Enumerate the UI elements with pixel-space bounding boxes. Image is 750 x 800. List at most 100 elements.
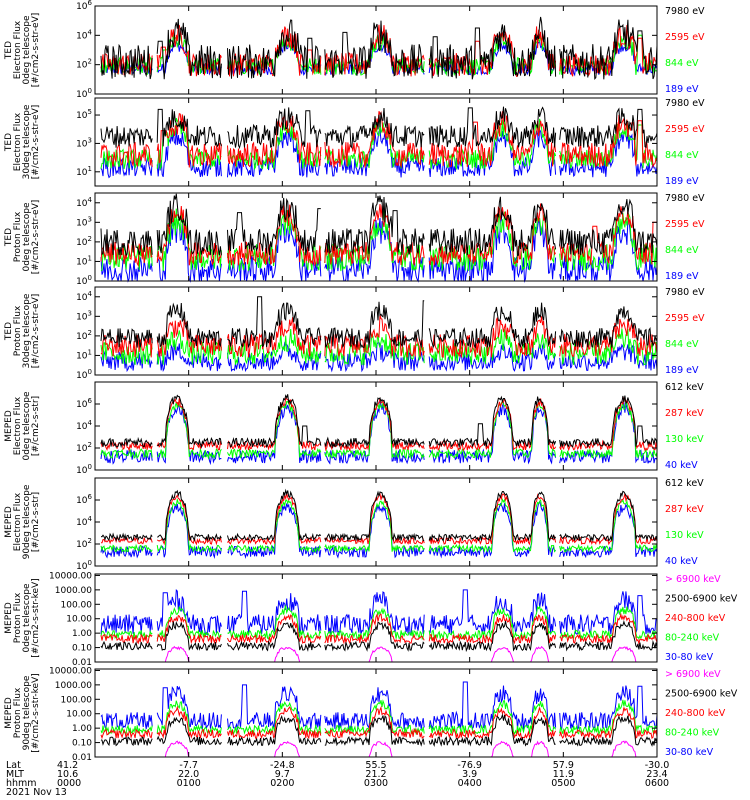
y-tick-exponent: 4 xyxy=(88,419,93,427)
panel-7: 0.01 0.10 1.00 10.00 100.00 1000.00 10000.00 ME… xyxy=(4,571,738,668)
y-tick-label: 102 xyxy=(76,58,92,71)
x-tick-label: 0600 xyxy=(645,778,669,789)
legend-entry: 7980 eV xyxy=(665,193,705,204)
legend-entry: 189 eV xyxy=(665,365,699,376)
y-axis-label-line: MEPED xyxy=(4,697,14,729)
y-axis-label: MEPED Proton Flux 0deg telescope [#/cm2-s-s… xyxy=(4,578,41,657)
y-axis-label-line: MEPED xyxy=(4,602,14,634)
legend-entry: 189 eV xyxy=(665,176,699,187)
series-line-30-80-kev xyxy=(100,681,658,732)
x-axis-row-label: hhmm xyxy=(6,778,37,789)
x-tick-label: 0300 xyxy=(364,778,388,789)
y-tick-exponent: 2 xyxy=(88,441,92,449)
y-axis-label-line: 0deg telescope xyxy=(22,15,32,85)
y-tick-exponent: 0 xyxy=(88,463,92,471)
y-tick-label: 102 xyxy=(76,329,92,342)
x-tick-label: -30.0 xyxy=(645,760,670,771)
y-axis-label-line: 30deg telescope xyxy=(22,104,32,179)
legend-entry: 40 keV xyxy=(665,556,698,567)
series-line-7980-ev xyxy=(100,296,658,350)
legend-entry: 2500-6900 keV xyxy=(665,689,738,700)
y-axis-label-line: 0deg telescope xyxy=(22,202,32,272)
series-line-7980-ev xyxy=(100,106,658,150)
legend-entry: 30-80 keV xyxy=(665,652,714,663)
y-tick-exponent: 4 xyxy=(88,196,93,204)
panel-2: 101 103 105 TED Electron Flux 30deg telescope… xyxy=(4,97,705,187)
y-tick-label: 104 xyxy=(76,290,92,303)
y-tick-label: 1.00 xyxy=(72,724,92,734)
y-tick-label: 1000.00 xyxy=(55,681,92,691)
x-tick-label: 9.7 xyxy=(275,769,290,780)
y-tick-exponent: 6 xyxy=(88,397,93,405)
legend-entry: 2595 eV xyxy=(665,219,705,230)
series-line-2500-6900-kev xyxy=(100,713,658,747)
y-tick-exponent: 0 xyxy=(88,559,92,567)
series-line--6900-kev xyxy=(101,645,657,663)
y-tick-label: 1000.00 xyxy=(55,586,92,596)
y-tick-label: 10.00 xyxy=(66,710,92,720)
legend-entry: 80-240 keV xyxy=(665,728,720,739)
y-tick-exponent: 4 xyxy=(88,28,93,36)
legend-entry: 287 keV xyxy=(665,408,704,419)
panel-5: 100 102 104 106 MEPED Electron Flux 0deg teles… xyxy=(4,381,704,476)
y-tick-label: 100 xyxy=(76,274,92,287)
y-axis-label-line: Electron Flux xyxy=(13,112,23,171)
y-tick-exponent: 4 xyxy=(88,515,93,523)
x-axis-footer: Lat 41.2 -7.7 -24.8 55.5 -76.9 57.9 -30.0 MLT 10.… xyxy=(6,760,669,798)
x-tick-label: -7.7 xyxy=(179,760,198,771)
y-tick-label: 101 xyxy=(76,348,92,361)
y-tick-label: 102 xyxy=(76,441,92,454)
y-tick-label: 0.10 xyxy=(72,739,92,749)
y-axis-label-line: [#/cm2-s-str-eV] xyxy=(31,294,41,369)
y-tick-exponent: 3 xyxy=(88,215,92,223)
series-line-2500-6900-kev xyxy=(100,620,658,653)
y-tick-exponent: 6 xyxy=(88,0,93,7)
series-line-130-kev xyxy=(100,497,658,554)
x-tick-label: -76.9 xyxy=(457,760,482,771)
y-tick-exponent: 2 xyxy=(88,58,92,66)
legend-entry: 80-240 keV xyxy=(665,633,720,644)
y-axis-label: MEPED Electron Flux 90deg telescope [#/cm2-… xyxy=(4,484,41,559)
series-line-2595-ev xyxy=(100,111,658,169)
legend-entry: 844 eV xyxy=(665,339,699,350)
series-line--6900-kev xyxy=(101,740,657,758)
y-tick-exponent: 6 xyxy=(88,493,93,501)
legend-entry: 844 eV xyxy=(665,58,699,69)
y-tick-label: 102 xyxy=(76,537,92,550)
y-tick-exponent: 5 xyxy=(88,108,92,116)
y-axis-label-line: Electron Flux xyxy=(13,396,23,455)
y-axis-label-line: [#/cm2-s-str-keV] xyxy=(31,578,41,657)
y-tick-label: 101 xyxy=(76,254,92,267)
plot-frame xyxy=(94,477,658,567)
x-tick-label: 57.9 xyxy=(553,760,574,771)
y-axis-label-line: 30deg telescope xyxy=(22,293,32,368)
x-tick-label: 0100 xyxy=(177,778,201,789)
series-line-80-240-kev xyxy=(100,699,658,736)
x-tick-label: 41.2 xyxy=(57,760,78,771)
y-axis-label: TED Proton Flux 30deg telescope [#/cm2-s-st… xyxy=(4,293,41,368)
y-axis-label-line: Electron Flux xyxy=(13,20,23,79)
panel-6: 100 102 104 106 MEPED Electron Flux 90deg tele… xyxy=(4,477,704,572)
legend-entry: > 6900 keV xyxy=(665,669,721,680)
x-tick-label: 0400 xyxy=(458,778,482,789)
x-axis-row-label: Lat xyxy=(6,760,21,771)
y-axis-label-line: MEPED xyxy=(4,506,14,538)
y-tick-label: 103 xyxy=(76,309,92,322)
series-line-612-kev xyxy=(100,394,658,449)
y-tick-exponent: 1 xyxy=(88,348,92,356)
legend-entry: 2595 eV xyxy=(665,124,705,135)
y-axis-label-line: 0deg telescope xyxy=(22,391,32,461)
y-tick-exponent: 2 xyxy=(88,537,92,545)
x-tick-label: 22.0 xyxy=(178,769,199,780)
y-axis-label-line: TED xyxy=(4,133,14,152)
series-line-130-kev xyxy=(100,399,658,460)
legend-entry: 2595 eV xyxy=(665,32,705,43)
y-tick-exponent: 2 xyxy=(88,329,92,337)
x-tick-label: 3.9 xyxy=(462,769,477,780)
y-axis-label-line: [#/cm2-s-str-eV] xyxy=(31,13,41,88)
y-axis-label-line: 0deg telescope xyxy=(22,583,32,653)
legend-entry: 130 keV xyxy=(665,434,704,445)
x-tick-label: 0000 xyxy=(57,778,81,789)
x-tick-label: 55.5 xyxy=(365,760,386,771)
